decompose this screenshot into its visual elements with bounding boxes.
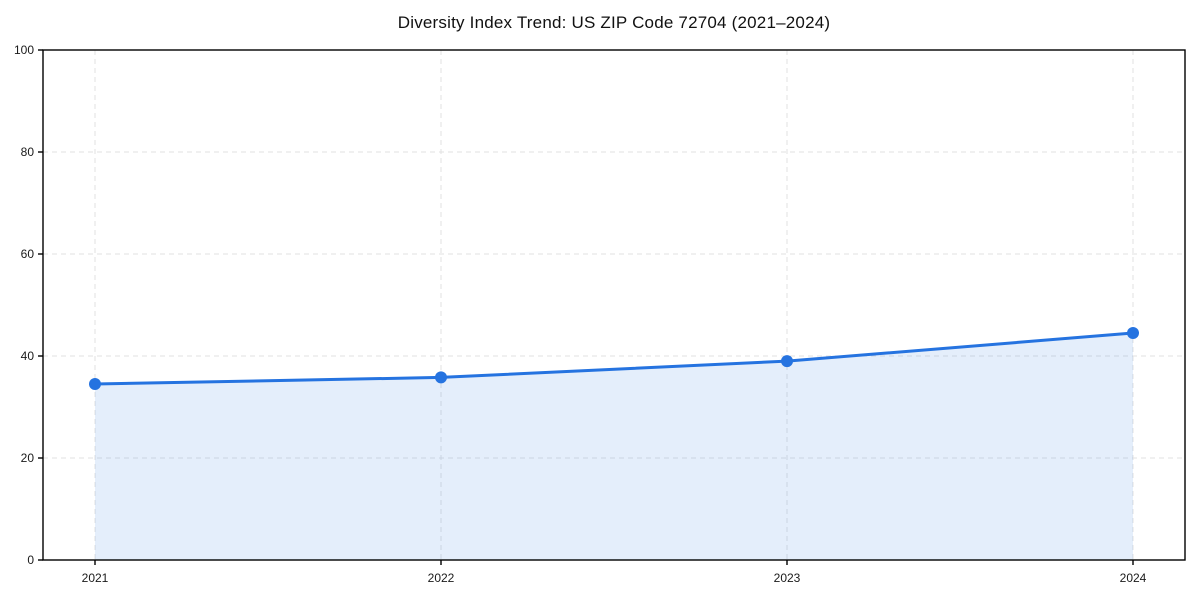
x-tick-label: 2022 xyxy=(428,571,455,585)
x-tick-label: 2023 xyxy=(774,571,801,585)
data-point xyxy=(1127,327,1139,340)
trend-line xyxy=(93,331,1135,386)
x-tick-label: 2021 xyxy=(82,571,109,585)
x-tick-label: 2024 xyxy=(1120,571,1147,585)
data-point xyxy=(781,355,793,368)
y-tick-label: 0 xyxy=(27,553,34,567)
y-tick-label: 60 xyxy=(21,247,35,261)
y-tick-label: 100 xyxy=(14,43,34,57)
y-tick-label: 20 xyxy=(21,451,35,465)
chart-title: Diversity Index Trend: US ZIP Code 72704… xyxy=(397,13,831,32)
y-tick-label: 40 xyxy=(21,349,35,363)
plot-border xyxy=(42,49,1186,561)
data-point xyxy=(89,378,101,391)
y-tick-label: 80 xyxy=(21,145,35,159)
data-point xyxy=(435,371,447,384)
area-fill xyxy=(95,333,1133,560)
